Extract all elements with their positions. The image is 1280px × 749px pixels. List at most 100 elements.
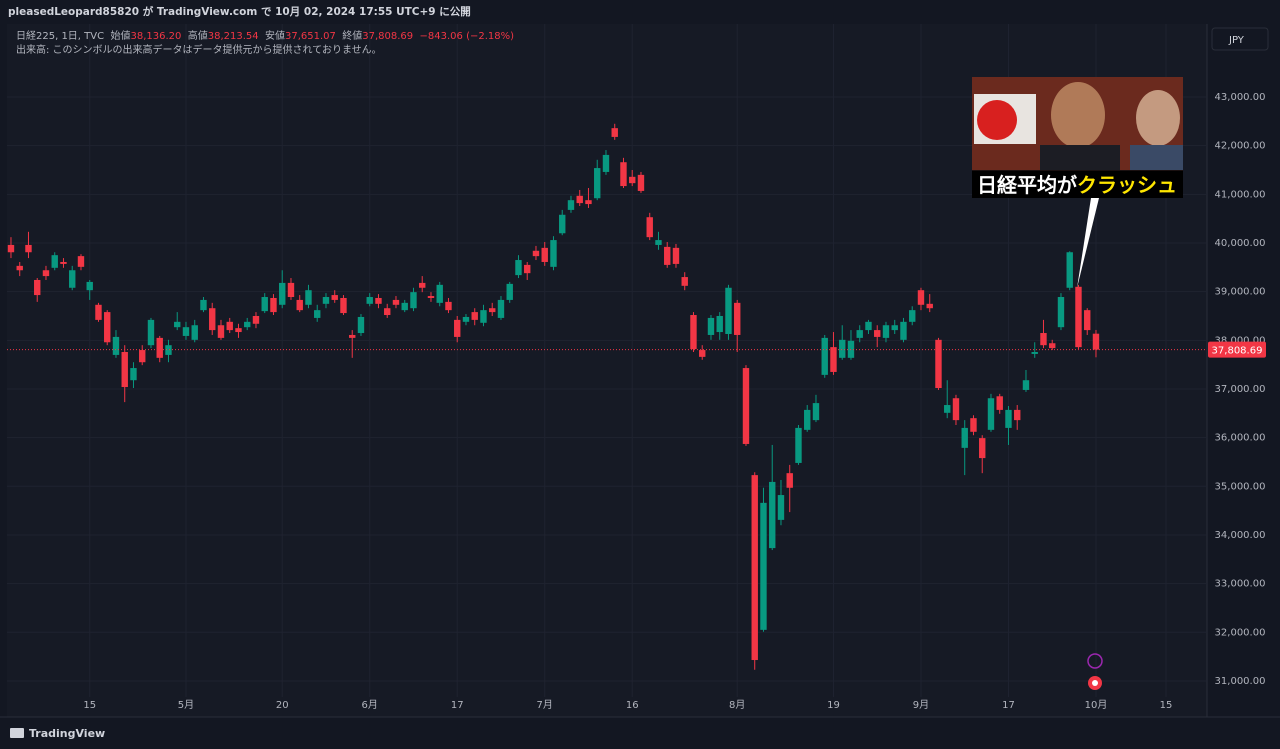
candle-body	[174, 321, 181, 328]
caption: 日経平均がクラッシュ	[977, 173, 1177, 197]
event-icon	[1087, 653, 1103, 669]
candle-body	[279, 282, 286, 305]
candle-body	[594, 168, 601, 199]
thumbnail: 日経平均がクラッシュ	[972, 77, 1183, 198]
caption-b: クラッシュ	[1077, 173, 1177, 197]
candle-body	[1057, 297, 1065, 328]
candle-body	[830, 347, 837, 372]
candle-body	[489, 308, 496, 313]
candle-body	[952, 398, 960, 421]
candle-body	[734, 302, 741, 335]
candle-body	[331, 295, 338, 300]
candle-body	[366, 297, 373, 304]
change: −843.06 (−2.18%)	[419, 31, 515, 42]
candle-body	[1084, 310, 1091, 331]
candle-body	[1092, 333, 1100, 350]
candle-body	[637, 174, 645, 191]
x-tick-label: 15	[83, 700, 96, 711]
candle-body	[742, 368, 750, 444]
candle-body	[69, 270, 76, 288]
candle-body	[34, 279, 41, 296]
candle-body	[1066, 252, 1073, 288]
x-tick-label: 16	[626, 700, 639, 711]
candle-body	[349, 334, 356, 338]
x-tick-label: 17	[1002, 700, 1015, 711]
candle-body	[795, 427, 802, 463]
candle-body	[1005, 409, 1012, 428]
candle-body	[655, 240, 662, 245]
candle-body	[961, 427, 968, 448]
candle-body	[559, 214, 566, 234]
candle-body	[1075, 286, 1082, 348]
candle-body	[296, 299, 303, 311]
candle-body	[515, 260, 522, 276]
candle-body	[384, 308, 391, 316]
candle-body	[506, 283, 513, 300]
candle-body	[270, 297, 277, 313]
candle-body	[471, 312, 478, 320]
candle-body	[804, 409, 811, 430]
symbol: 日経225, 1日, TVC	[16, 31, 105, 42]
caption-bg	[972, 171, 1183, 198]
candle-body	[786, 473, 793, 488]
brand: TradingView	[29, 727, 105, 740]
candle-body	[130, 368, 137, 381]
candle-body	[401, 302, 408, 311]
x-tick-label: 7月	[537, 699, 553, 711]
low-value: 37,651.07	[285, 31, 336, 42]
close-label: 終値	[342, 31, 363, 42]
candle-body	[419, 282, 426, 288]
x-tick-label: 5月	[178, 699, 194, 711]
y-tick-label: 35,000.00	[1215, 481, 1266, 492]
candle-body	[261, 297, 268, 312]
candle-body	[244, 321, 251, 328]
volume-note: 出来高: このシンボルの出来高データはデータ提供元から提供されておりません。	[16, 45, 382, 56]
candle-body	[664, 246, 671, 265]
candle-body	[200, 299, 207, 311]
candle-body	[42, 270, 50, 277]
x-tick-label: 17	[451, 700, 464, 711]
face	[1051, 82, 1105, 148]
candle-body	[821, 337, 828, 375]
y-tick-label: 37,000.00	[1215, 384, 1266, 395]
candle-body	[375, 297, 382, 304]
candle-body	[725, 287, 732, 334]
open-value: 38,136.20	[130, 31, 182, 42]
candle-body	[900, 321, 907, 340]
high-value: 38,213.54	[207, 31, 259, 42]
candle-body	[16, 265, 23, 271]
suit	[1040, 145, 1120, 170]
candle-body	[716, 315, 723, 333]
candle-body	[882, 325, 890, 338]
candle-body	[751, 475, 758, 661]
candle-body	[760, 502, 767, 630]
candle-body	[646, 217, 653, 238]
y-tick-label: 39,000.00	[1215, 287, 1266, 298]
candle-body	[156, 337, 163, 358]
candle-body	[462, 316, 470, 322]
candle-body	[865, 321, 872, 331]
candle-body	[567, 200, 575, 210]
candle-body	[51, 255, 58, 268]
caption-a: 日経平均が	[977, 173, 1077, 197]
candle-body	[139, 350, 146, 363]
candle-body	[620, 162, 627, 187]
candle-body	[874, 330, 881, 337]
open-label: 始値	[110, 31, 131, 42]
candle-body	[252, 315, 260, 324]
candle-body	[970, 418, 977, 432]
candle-body	[576, 195, 583, 204]
x-tick-label: 9月	[913, 699, 929, 711]
candle-body	[707, 317, 715, 335]
currency-box	[1211, 27, 1269, 51]
candle-body	[497, 299, 505, 318]
candle-body	[104, 312, 111, 343]
x-tick-label: 6月	[362, 699, 378, 711]
publish-line: pleasedLeopard85820 が TradingView.com で …	[8, 6, 471, 18]
candle-body	[454, 319, 461, 337]
candle-body	[410, 292, 417, 309]
currency: JPY	[1228, 35, 1245, 46]
candle-body	[629, 176, 636, 184]
candle-body	[147, 319, 155, 346]
